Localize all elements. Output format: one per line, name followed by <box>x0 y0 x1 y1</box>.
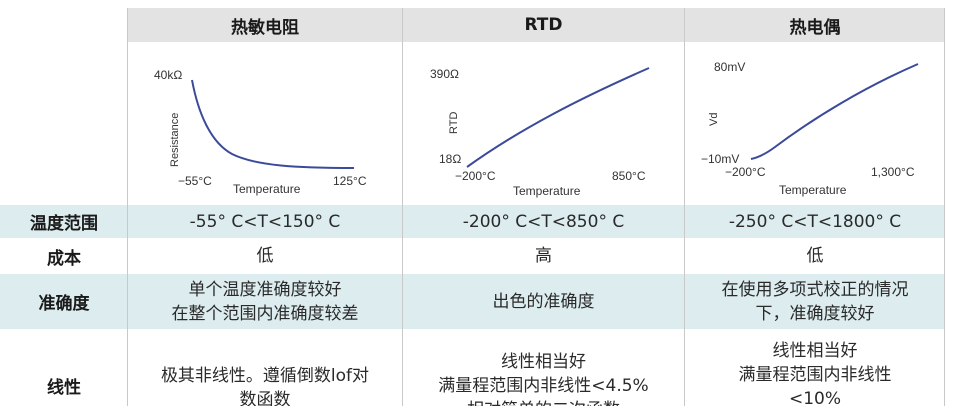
cost-rtd: 高 <box>403 239 684 273</box>
linearity-rtd: 线性相当好 满量程范围内非线性<4.5% 相对简单的二次函数 <box>403 330 684 406</box>
accuracy-thermocouple: 在使用多项式校正的情况 下，准确度较好 <box>685 274 945 329</box>
linearity-rtd-line3: 相对简单的二次函数 <box>438 398 648 406</box>
linearity-thermistor-line1: 极其非线性。遵循倒数lof对 <box>160 366 370 386</box>
row-label-linearity: 线性 <box>0 330 128 406</box>
range-rtd: -200° C<T<850° C <box>403 205 684 238</box>
range-thermistor-text: -55° C<T<150° C <box>189 211 341 232</box>
thermocouple-chart: 80mV Vd −10mV −200°C 1,300°C Temperature <box>701 60 919 197</box>
rtd-x-right-label: 850°C <box>612 169 646 183</box>
column-divider-3 <box>684 8 685 406</box>
cost-thermistor: 低 <box>128 239 402 273</box>
linearity-thermistor-line2: 数函数 <box>239 390 291 406</box>
accuracy-rtd: 出色的准确度 <box>403 274 684 329</box>
rtd-y-bottom-label: 18Ω <box>439 152 461 166</box>
row-label-range: 温度范围 <box>0 205 128 238</box>
column-divider-1 <box>127 8 128 406</box>
thermistor-chart: 40kΩ Resistance −55°C 125°C Temperature <box>154 68 367 196</box>
row-label-accuracy: 准确度 <box>0 274 128 329</box>
linearity-thermocouple: 线性相当好 满量程范围内非线性 <10% <box>685 330 945 406</box>
thermocouple-y-top-label: 80mV <box>714 60 745 74</box>
thermistor-x-left-label: −55°C <box>178 174 212 188</box>
range-rtd-text: -200° C<T<850° C <box>462 211 625 232</box>
thermocouple-y-bottom-label: −10mV <box>701 152 739 166</box>
cost-thermocouple: 低 <box>685 239 945 273</box>
header-thermocouple: 热电偶 <box>685 8 945 42</box>
accuracy-thermistor-line2: 在整个范围内准确度较差 <box>171 303 359 324</box>
rtd-x-axis-label: Temperature <box>513 184 581 198</box>
rtd-curve <box>466 67 650 168</box>
linearity-rtd-line1: 线性相当好 <box>501 352 586 372</box>
header-thermistor-label: 热敏电阻 <box>231 17 299 38</box>
chart-cell-thermocouple: 80mV Vd −10mV −200°C 1,300°C Temperature <box>685 42 945 204</box>
row-label-cost: 成本 <box>0 239 128 273</box>
linearity-thermocouple-line2: 满量程范围内非线性 <box>738 365 892 385</box>
accuracy-thermocouple-line1: 在使用多项式校正的情况 <box>721 279 909 300</box>
range-thermocouple: -250° C<T<1800° C <box>685 205 945 238</box>
chart-cell-thermistor: 40kΩ Resistance −55°C 125°C Temperature <box>128 42 402 204</box>
thermocouple-curve <box>750 63 919 160</box>
row-label-cost-text: 成本 <box>47 248 81 269</box>
row-label-range-text: 温度范围 <box>30 214 98 234</box>
accuracy-rtd-text: 出色的准确度 <box>492 291 595 312</box>
thermistor-y-axis-label: Resistance <box>169 113 181 167</box>
column-divider-4 <box>944 8 945 406</box>
rtd-chart: 390Ω RTD 18Ω −200°C 850°C Temperature <box>430 67 650 198</box>
thermistor-y-top-label: 40kΩ <box>154 68 182 82</box>
thermocouple-x-right-label: 1,300°C <box>871 165 915 179</box>
thermistor-x-axis-label: Temperature <box>233 182 301 196</box>
accuracy-thermistor: 单个温度准确度较好 在整个范围内准确度较差 <box>128 274 402 329</box>
thermocouple-x-left-label: −200°C <box>725 165 766 179</box>
linearity-thermocouple-line3: <10% <box>788 389 842 406</box>
header-rtd-label: RTD <box>524 15 563 35</box>
column-divider-2 <box>402 8 403 406</box>
chart-cell-rtd: 390Ω RTD 18Ω −200°C 850°C Temperature <box>403 42 684 204</box>
header-rtd: RTD <box>403 8 684 42</box>
thermocouple-x-axis-label: Temperature <box>779 183 847 197</box>
rtd-x-left-label: −200°C <box>455 169 496 183</box>
cost-thermistor-text: 低 <box>256 246 274 266</box>
header-thermocouple-label: 热电偶 <box>789 17 841 38</box>
thermistor-curve <box>191 79 355 169</box>
linearity-thermistor: 极其非线性。遵循倒数lof对 数函数 <box>128 330 402 406</box>
header-thermistor: 热敏电阻 <box>128 8 402 42</box>
accuracy-thermistor-line1: 单个温度准确度较好 <box>188 279 342 300</box>
thermistor-x-right-label: 125°C <box>333 174 367 188</box>
cost-rtd-text: 高 <box>535 246 552 266</box>
row-label-accuracy-text: 准确度 <box>38 294 90 314</box>
rtd-y-axis-label: RTD <box>448 112 460 134</box>
cost-thermocouple-text: 低 <box>806 246 824 266</box>
range-thermocouple-text: -250° C<T<1800° C <box>728 211 902 232</box>
range-thermistor: -55° C<T<150° C <box>128 205 402 238</box>
linearity-thermocouple-line1: 线性相当好 <box>772 341 858 361</box>
accuracy-thermocouple-line2: 下，准确度较好 <box>755 303 875 324</box>
linearity-rtd-line2: 满量程范围内非线性<4.5% <box>438 376 649 396</box>
row-label-linearity-text: 线性 <box>47 378 81 398</box>
thermocouple-y-axis-label: Vd <box>708 113 720 126</box>
rtd-y-top-label: 390Ω <box>430 67 459 81</box>
